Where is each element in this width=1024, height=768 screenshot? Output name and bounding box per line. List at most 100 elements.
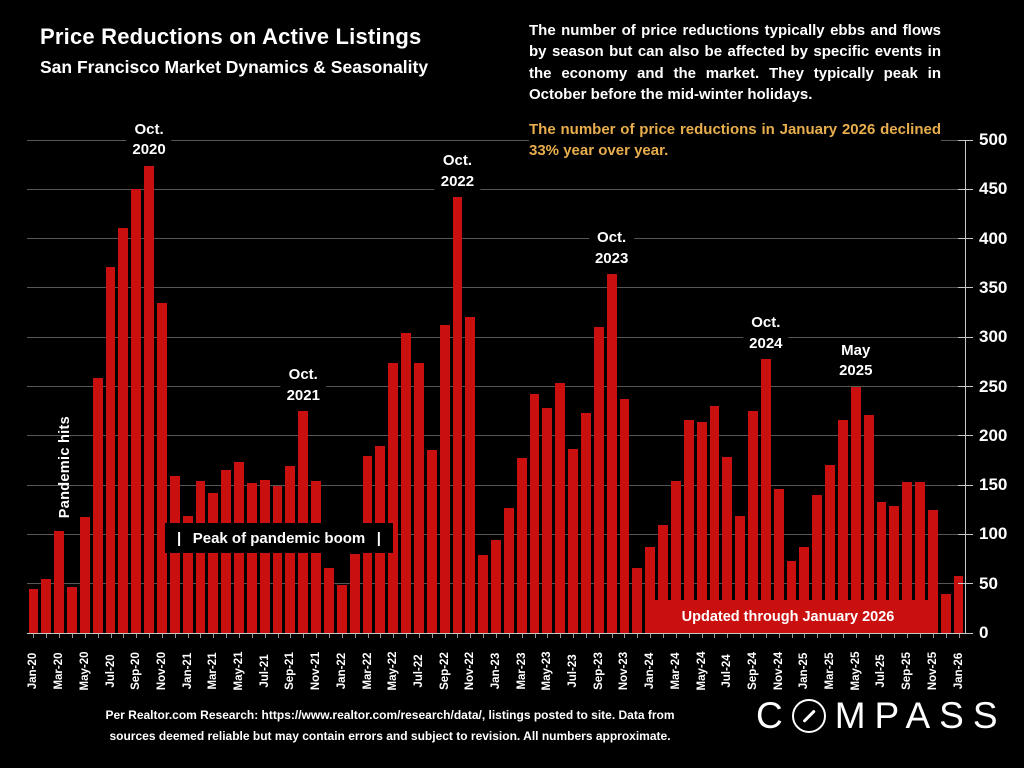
x-tick-Nov-23 [624, 634, 626, 638]
compass-logo-letter-c: C [756, 695, 792, 736]
x-tick-Apr-23 [534, 634, 536, 638]
x-tick-label-May-23: May-23 [541, 651, 554, 691]
bar-Dec-24 [786, 561, 797, 633]
x-tick-Nov-20 [161, 634, 163, 638]
x-tick-Dec-20 [174, 634, 176, 638]
x-tick-Mar-25 [830, 634, 832, 638]
bar-Oct-20 [144, 165, 154, 633]
x-tick-Mar-21 [213, 634, 215, 638]
bar-Jun-21 [246, 483, 257, 633]
x-tick-Jan-26 [958, 634, 960, 638]
x-tick-Jul-21 [264, 634, 266, 638]
x-tick-Apr-20 [71, 634, 73, 638]
x-tick-Jul-24 [727, 634, 729, 638]
bar-Jul-21 [259, 480, 270, 633]
x-tick-Nov-24 [778, 634, 780, 638]
gridline-300 [27, 336, 965, 338]
bar-Mar-24 [670, 481, 681, 633]
y-tick-label-300: 300 [979, 327, 1008, 347]
x-tick-Dec-22 [483, 634, 485, 638]
x-tick-label-Jan-25: Jan-25 [798, 652, 811, 690]
bar-Dec-20 [169, 476, 180, 633]
bar-Oct-23 [606, 274, 617, 633]
bar-Jan-25 [799, 547, 810, 633]
bar-Feb-22 [349, 554, 360, 633]
x-tick-Oct-25 [920, 634, 922, 638]
x-tick-Sep-25 [907, 634, 909, 638]
y-tick-label-250: 250 [979, 376, 1008, 396]
commentary-highlight: The number of price reductions in Januar… [529, 121, 941, 160]
x-tick-label-Jul-25: Jul-25 [875, 654, 888, 688]
y-tick-0 [958, 632, 973, 634]
bar-May-20 [79, 516, 90, 633]
bar-Sep-24 [748, 411, 758, 633]
bar-Jun-20 [92, 377, 103, 633]
x-tick-label-Sep-22: Sep-22 [438, 652, 451, 690]
x-tick-label-Sep-23: Sep-23 [592, 652, 605, 690]
x-tick-Sep-23 [598, 634, 600, 638]
x-tick-label-Nov-21: Nov-21 [310, 651, 323, 691]
x-tick-label-Jul-21: Jul-21 [258, 654, 271, 688]
x-tick-label-May-21: May-21 [233, 651, 245, 691]
bar-Jan-22 [336, 584, 347, 633]
compass-logo: C MPASS [756, 697, 1007, 734]
gridline-100 [27, 533, 965, 535]
x-axis: Jan-20 Mar-20 May-20 Jul-20 Sep-20 Nov-20 Jan-… [27, 633, 965, 704]
x-tick-label-Jul-24: Jul-24 [721, 654, 734, 688]
y-tick-50 [958, 583, 973, 585]
bar-Aug-23 [581, 413, 591, 633]
x-tick-label-Jul-22: Jul-22 [412, 654, 425, 688]
bar-Feb-23 [503, 507, 514, 633]
bar-Mar-21 [208, 493, 219, 633]
annotation-line: Oct. [751, 313, 781, 331]
x-tick-label-Nov-22: Nov-22 [464, 651, 477, 691]
x-tick-May-21 [239, 634, 240, 638]
annotation-line: 2020 [132, 141, 166, 159]
y-axis: 0 50 100 150 200 250 300 350 400 450 500 [958, 130, 1024, 642]
x-tick-label-Mar-23: Mar-23 [515, 652, 528, 690]
x-tick-Feb-23 [508, 634, 510, 638]
x-tick-Mar-24 [675, 634, 677, 638]
annotation-May-25: May 2025 [833, 339, 879, 383]
y-tick-350 [958, 287, 973, 289]
bar-Apr-24 [683, 420, 694, 633]
x-tick-Sep-24 [752, 634, 754, 638]
bar-Feb-24 [658, 524, 668, 633]
bar-Oct-24 [760, 358, 771, 633]
annotation-Oct-23: Oct. 2023 [588, 227, 635, 271]
peak-pipe-right: | [376, 529, 381, 547]
x-tick-May-23 [547, 634, 549, 638]
x-tick-Feb-22 [354, 634, 356, 638]
x-tick-Apr-24 [688, 634, 690, 638]
bar-Feb-20 [41, 578, 52, 633]
x-tick-label-Jan-22: Jan-22 [335, 652, 348, 690]
bar-Mar-25 [825, 465, 835, 633]
bar-Aug-20 [118, 227, 129, 633]
x-tick-label-Jul-23: Jul-23 [567, 654, 580, 688]
bar-Jan-20 [28, 588, 39, 633]
x-tick-Jan-20 [33, 634, 35, 638]
gridline-450 [27, 188, 965, 190]
y-tick-450 [958, 188, 973, 190]
x-tick-Jul-22 [418, 634, 420, 638]
bar-Jun-22 [401, 333, 411, 633]
y-tick-label-50: 50 [979, 573, 998, 593]
annotation-Oct-24: Oct. 2024 [743, 311, 789, 356]
bar-Nov-20 [156, 302, 167, 633]
x-tick-Mar-20 [59, 634, 61, 638]
y-tick-250 [958, 386, 973, 387]
x-tick-label-Nov-20: Nov-20 [155, 651, 168, 691]
x-tick-label-Nov-24: Nov-24 [772, 651, 785, 691]
x-tick-Oct-20 [149, 634, 151, 638]
title-block: Price Reductions on Active Listings San … [40, 24, 428, 78]
bar-Apr-25 [838, 420, 848, 633]
bar-Aug-22 [426, 449, 437, 633]
x-tick-label-May-20: May-20 [78, 651, 91, 691]
annotation-line: 2023 [594, 249, 629, 267]
bar-Jul-20 [105, 267, 116, 633]
y-tick-500 [958, 139, 973, 141]
x-tick-Aug-21 [277, 634, 279, 638]
commentary-block: The number of price reductions typically… [529, 20, 941, 168]
x-tick-label-May-22: May-22 [387, 651, 400, 691]
